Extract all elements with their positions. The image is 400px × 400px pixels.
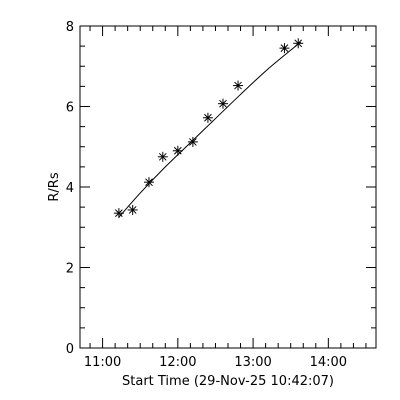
y-tick-label: 8 bbox=[66, 20, 74, 35]
data-point bbox=[157, 151, 168, 162]
data-point bbox=[279, 43, 290, 54]
fit-curve bbox=[118, 41, 302, 218]
x-tick-label: 12:00 bbox=[159, 355, 196, 370]
data-point bbox=[113, 208, 124, 219]
data-point bbox=[233, 80, 244, 91]
data-point bbox=[293, 38, 304, 49]
y-tick-label: 0 bbox=[66, 342, 74, 357]
data-point bbox=[217, 98, 228, 109]
data-point bbox=[172, 145, 183, 156]
y-tick-label: 6 bbox=[66, 101, 74, 116]
data-point bbox=[187, 136, 198, 147]
data-point bbox=[202, 112, 213, 123]
x-tick-label: 13:00 bbox=[234, 355, 271, 370]
y-tick-label: 2 bbox=[66, 262, 74, 277]
ticks-layer: 11:00 12:00 13:00 14:00 0 2 4 6 8 bbox=[66, 20, 376, 370]
data-point bbox=[143, 177, 154, 188]
data-point bbox=[127, 204, 138, 215]
points-layer bbox=[113, 38, 304, 219]
x-axis-label: Start Time (29-Nov-25 10:42:07) bbox=[122, 374, 334, 389]
y-axis-label: R/Rs bbox=[47, 172, 62, 201]
y-tick-label: 4 bbox=[66, 181, 74, 196]
plot-frame bbox=[79, 25, 377, 349]
x-tick-label: 11:00 bbox=[84, 355, 121, 370]
x-tick-label: 14:00 bbox=[310, 355, 347, 370]
